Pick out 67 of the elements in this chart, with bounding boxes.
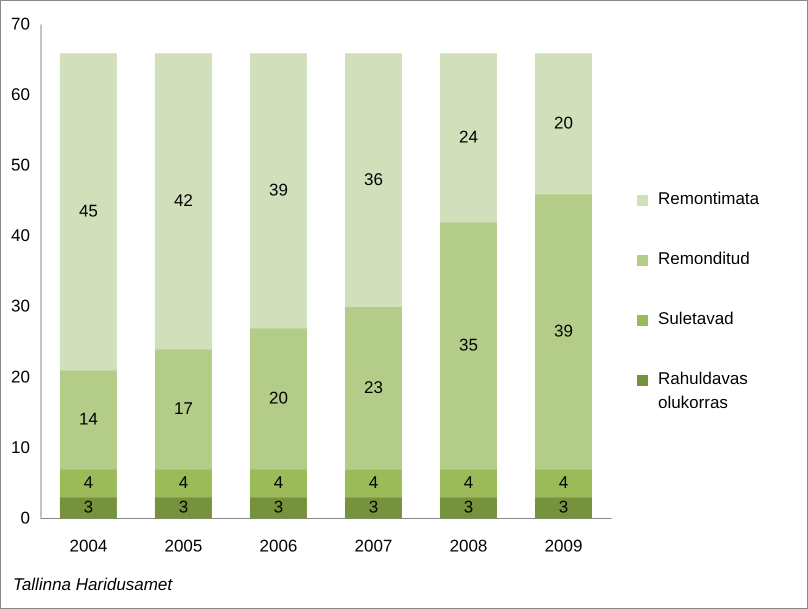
bar	[344, 497, 402, 519]
data-label: 24	[459, 128, 478, 147]
bar	[534, 53, 592, 194]
data-label: 39	[268, 180, 288, 200]
bar	[344, 307, 402, 470]
bar	[250, 497, 307, 519]
text: Tallinna Haridusamet	[13, 575, 172, 595]
bar	[250, 328, 307, 470]
bar	[534, 194, 592, 470]
x-tick-label: 2005	[164, 536, 202, 556]
data-label: 4	[84, 473, 94, 492]
y-tick-label: 20	[10, 367, 30, 386]
bar	[60, 469, 117, 498]
legend-label: Suletavad	[658, 308, 734, 330]
x-tick-label: 2008	[450, 536, 488, 556]
data-label: 4	[368, 473, 378, 492]
bar	[250, 469, 307, 498]
y-tick-label: 50	[10, 156, 30, 175]
legend-label: Rahuldavas olukorras	[658, 368, 749, 414]
bar	[534, 469, 592, 498]
bar	[154, 53, 212, 350]
bar	[440, 222, 497, 470]
data-label: 20	[554, 113, 573, 132]
data-label: 39	[554, 321, 573, 340]
x-tick-label: 2007	[354, 536, 392, 556]
data-label: 4	[558, 473, 568, 492]
y-tick-label: 60	[10, 85, 30, 104]
data-label: 3	[558, 498, 568, 517]
y-tick-label: 40	[10, 226, 30, 246]
bar	[344, 469, 402, 498]
data-label: 4	[464, 473, 474, 492]
data-label: 4	[178, 473, 188, 492]
bar	[534, 497, 592, 519]
data-label: 14	[78, 410, 98, 429]
data-label: 23	[364, 378, 383, 397]
bar	[440, 469, 497, 498]
data-label: 4	[274, 473, 284, 492]
data-label: 45	[78, 202, 98, 221]
data-label: 3	[368, 498, 378, 517]
bar	[154, 349, 212, 470]
data-label: 3	[84, 498, 94, 517]
bar	[250, 53, 307, 328]
legend-label: Remontimata	[658, 188, 760, 210]
data-label: 20	[268, 388, 288, 408]
bar	[154, 497, 212, 519]
y-tick-label: 10	[10, 438, 30, 457]
x-tick-label: 2004	[70, 536, 108, 556]
bar	[60, 370, 117, 470]
bar	[154, 469, 212, 498]
data-label: 42	[174, 190, 193, 210]
bar	[60, 497, 117, 519]
x-tick-label: 2006	[260, 536, 298, 556]
y-tick-label: 30	[10, 296, 30, 316]
data-label: 3	[464, 498, 474, 517]
bar	[60, 53, 117, 371]
data-label: 3	[178, 498, 188, 517]
data-label: 3	[274, 498, 284, 517]
bar	[440, 53, 497, 222]
legend-label: Remonditud	[658, 248, 750, 270]
data-label: 17	[174, 398, 193, 418]
y-tick-label: 0	[20, 508, 30, 528]
bar	[440, 497, 497, 519]
x-tick-label: 2009	[544, 536, 582, 556]
data-label: 36	[364, 170, 383, 189]
data-label: 35	[459, 336, 478, 355]
y-tick-label: 70	[10, 14, 30, 34]
bar	[344, 53, 402, 308]
